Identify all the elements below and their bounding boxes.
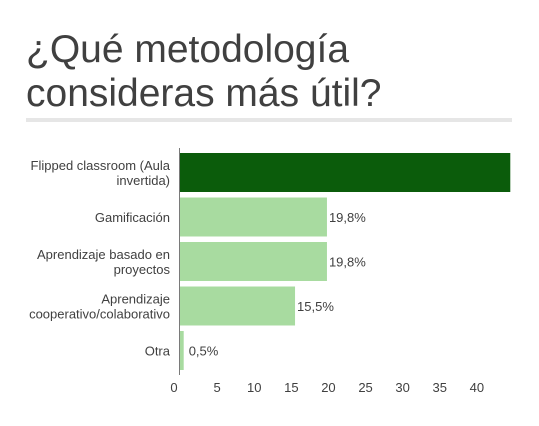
value-label-4: 0,5%: [189, 344, 219, 359]
chart-title: ¿Qué metodología consideras más útil?: [26, 28, 382, 115]
x-tick-label-2: 10: [247, 380, 261, 395]
x-tick-label-4: 20: [321, 380, 335, 395]
bar-3: [180, 286, 296, 326]
x-axis-ticks: 0 5 10 15 20 25 30 35 40: [170, 380, 484, 395]
x-tick-label-8: 40: [470, 380, 484, 395]
category-label-0: Flipped classroom (Aula invertida): [31, 158, 171, 188]
category-label-4: Otra: [145, 344, 171, 359]
value-label-2: 19,8%: [329, 255, 366, 270]
bar-4: [180, 331, 184, 370]
category-label-2: Aprendizaje basado en proyectos: [37, 247, 170, 277]
value-label-1: 19,8%: [329, 210, 366, 225]
value-label-3: 15,5%: [297, 299, 334, 314]
category-labels: Flipped classroom (Aula invertida) Gamific…: [29, 158, 171, 359]
category-label-1-line-0: Gamificación: [95, 210, 170, 225]
bars-group: [180, 153, 511, 370]
x-tick-label-5: 25: [358, 380, 372, 395]
bar-1: [180, 197, 327, 237]
x-tick-label-3: 15: [284, 380, 298, 395]
x-tick-label-1: 5: [213, 380, 220, 395]
category-label-3-line-1: cooperativo/colaborativo: [29, 307, 170, 322]
category-label-3: Aprendizaje cooperativo/colaborativo: [29, 292, 170, 322]
category-label-0-line-1: invertida): [117, 173, 170, 188]
value-label-0: 44,5%: [512, 166, 539, 181]
category-label-3-line-0: Aprendizaje: [101, 292, 170, 307]
category-label-2-line-0: Aprendizaje basado en: [37, 247, 170, 262]
bar-2: [180, 242, 327, 281]
category-label-2-line-1: proyectos: [114, 262, 171, 277]
x-tick-label-6: 30: [395, 380, 409, 395]
x-tick-label-0: 0: [170, 380, 177, 395]
category-label-1: Gamificación: [95, 210, 170, 225]
x-tick-label-7: 35: [433, 380, 447, 395]
bar-0: [180, 153, 511, 192]
category-label-4-line-0: Otra: [145, 344, 171, 359]
category-label-0-line-0: Flipped classroom (Aula: [31, 158, 171, 173]
value-labels: 44,5% 19,8% 19,8% 15,5% 0,5%: [189, 166, 539, 359]
title-divider: [26, 118, 512, 122]
